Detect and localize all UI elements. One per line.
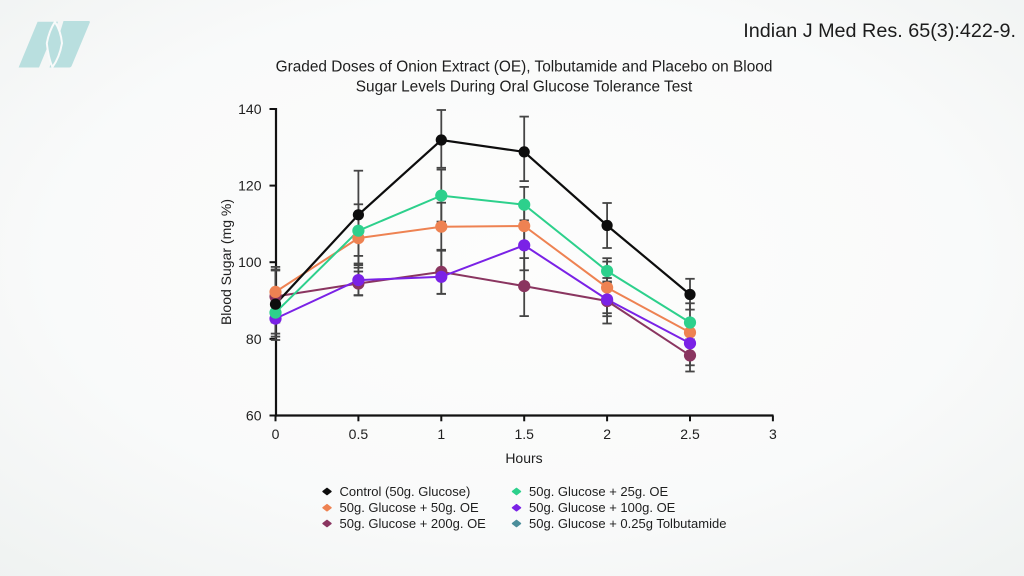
svg-text:100: 100 — [238, 254, 262, 270]
svg-text:Control (50g. Glucose): Control (50g. Glucose) — [340, 484, 471, 499]
svg-text:120: 120 — [238, 178, 262, 194]
svg-text:1.5: 1.5 — [514, 426, 534, 442]
svg-text:Indian J Med Res. 65(3):422-9.: Indian J Med Res. 65(3):422-9. — [743, 20, 1016, 42]
svg-text:50g. Glucose + 0.25g Tolbutami: 50g. Glucose + 0.25g Tolbutamide — [529, 516, 726, 531]
svg-text:Graded Doses of Onion Extract: Graded Doses of Onion Extract (OE), Tolb… — [276, 59, 773, 76]
svg-text:0: 0 — [272, 426, 280, 442]
svg-text:2: 2 — [603, 426, 611, 442]
svg-text:0.5: 0.5 — [349, 426, 369, 442]
svg-text:2.5: 2.5 — [680, 426, 700, 442]
svg-text:50g. Glucose + 50g. OE: 50g. Glucose + 50g. OE — [340, 500, 479, 515]
svg-text:60: 60 — [246, 408, 262, 424]
svg-text:Blood Sugar (mg %): Blood Sugar (mg %) — [218, 199, 234, 325]
svg-text:50g. Glucose + 200g. OE: 50g. Glucose + 200g. OE — [340, 516, 487, 531]
svg-text:Sugar Levels During Oral Gluco: Sugar Levels During Oral Glucose Toleran… — [356, 79, 693, 96]
svg-text:1: 1 — [437, 426, 445, 442]
svg-text:3: 3 — [769, 426, 777, 442]
svg-text:50g. Glucose + 100g. OE: 50g. Glucose + 100g. OE — [529, 500, 676, 515]
svg-text:50g. Glucose + 25g. OE: 50g. Glucose + 25g. OE — [529, 484, 668, 499]
svg-text:140: 140 — [238, 101, 262, 117]
svg-text:80: 80 — [246, 331, 262, 347]
svg-text:Hours: Hours — [505, 450, 542, 466]
